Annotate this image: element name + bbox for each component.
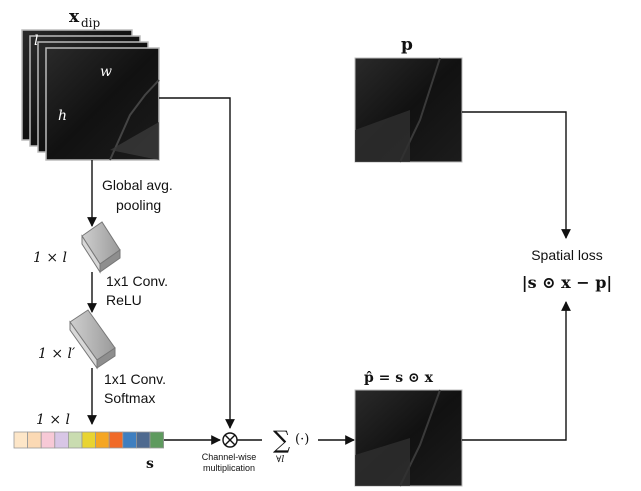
weight-cell: [54, 431, 69, 449]
sum-symbol: ∑: [273, 426, 290, 454]
feature-box-2: [69, 309, 116, 370]
conv2-label-2: Softmax: [104, 390, 155, 406]
global-pool-label-1: Global avg.: [102, 177, 173, 193]
weight-cell: [81, 431, 97, 449]
output-image-phat: [354, 389, 463, 487]
arrow-stack-to-multiply: [159, 97, 235, 429]
dim-l-label: l: [34, 33, 38, 49]
conv1-label-2: ReLU: [106, 292, 142, 308]
box2-bottom: [96, 347, 116, 369]
dim-w-label: w: [100, 64, 112, 80]
size-1xlp-label: 1 × l′: [38, 346, 76, 362]
conv1-label-1: 1x1 Conv.: [106, 273, 168, 289]
weight-cell: [149, 431, 165, 449]
x-dip-title: x dip: [69, 7, 101, 30]
scene-road: [109, 79, 160, 161]
dim-h-label: h: [58, 108, 67, 124]
image-stack: l w h: [21, 29, 160, 161]
arrow-phat-to-loss: [462, 301, 571, 441]
weight-cell: [95, 431, 110, 449]
weight-cell: [13, 431, 29, 449]
weight-cell: [108, 431, 124, 449]
channel-mult-label-1: Channel-wise: [202, 452, 257, 462]
feature-box-1: [81, 221, 121, 274]
weight-cell: [68, 431, 83, 449]
channel-mult-label-2: multiplication: [203, 463, 255, 473]
sum-subscript: ∀l: [276, 455, 284, 465]
x-dip-subscript: dip: [81, 16, 101, 30]
size-1xl-label-2: 1 × l: [36, 412, 70, 428]
sum-argument: (·): [295, 432, 309, 447]
loss-formula: |s ⊙ x − p|: [522, 273, 612, 292]
conv2-label-1: 1x1 Conv.: [104, 371, 166, 387]
weight-cell: [135, 431, 151, 449]
x-dip-symbol: x: [69, 7, 80, 27]
p-title: p: [401, 35, 413, 55]
scene-building: [110, 122, 159, 160]
spatial-loss-label: Spatial loss: [531, 247, 603, 263]
weight-cell: [27, 431, 42, 449]
circled-times-icon: [222, 432, 238, 448]
box1-bottom: [99, 249, 121, 273]
global-pool-label-2: pooling: [116, 197, 161, 213]
weight-vector: [13, 431, 165, 449]
phat-equation: p̂ = s ⊙ x: [364, 370, 434, 386]
s-label: s: [146, 456, 154, 472]
weight-cell: [122, 431, 137, 449]
arrow-p-to-loss: [462, 111, 571, 239]
weight-cell: [40, 431, 56, 449]
target-image-p: [354, 57, 463, 163]
size-1xl-label: 1 × l: [33, 250, 67, 266]
